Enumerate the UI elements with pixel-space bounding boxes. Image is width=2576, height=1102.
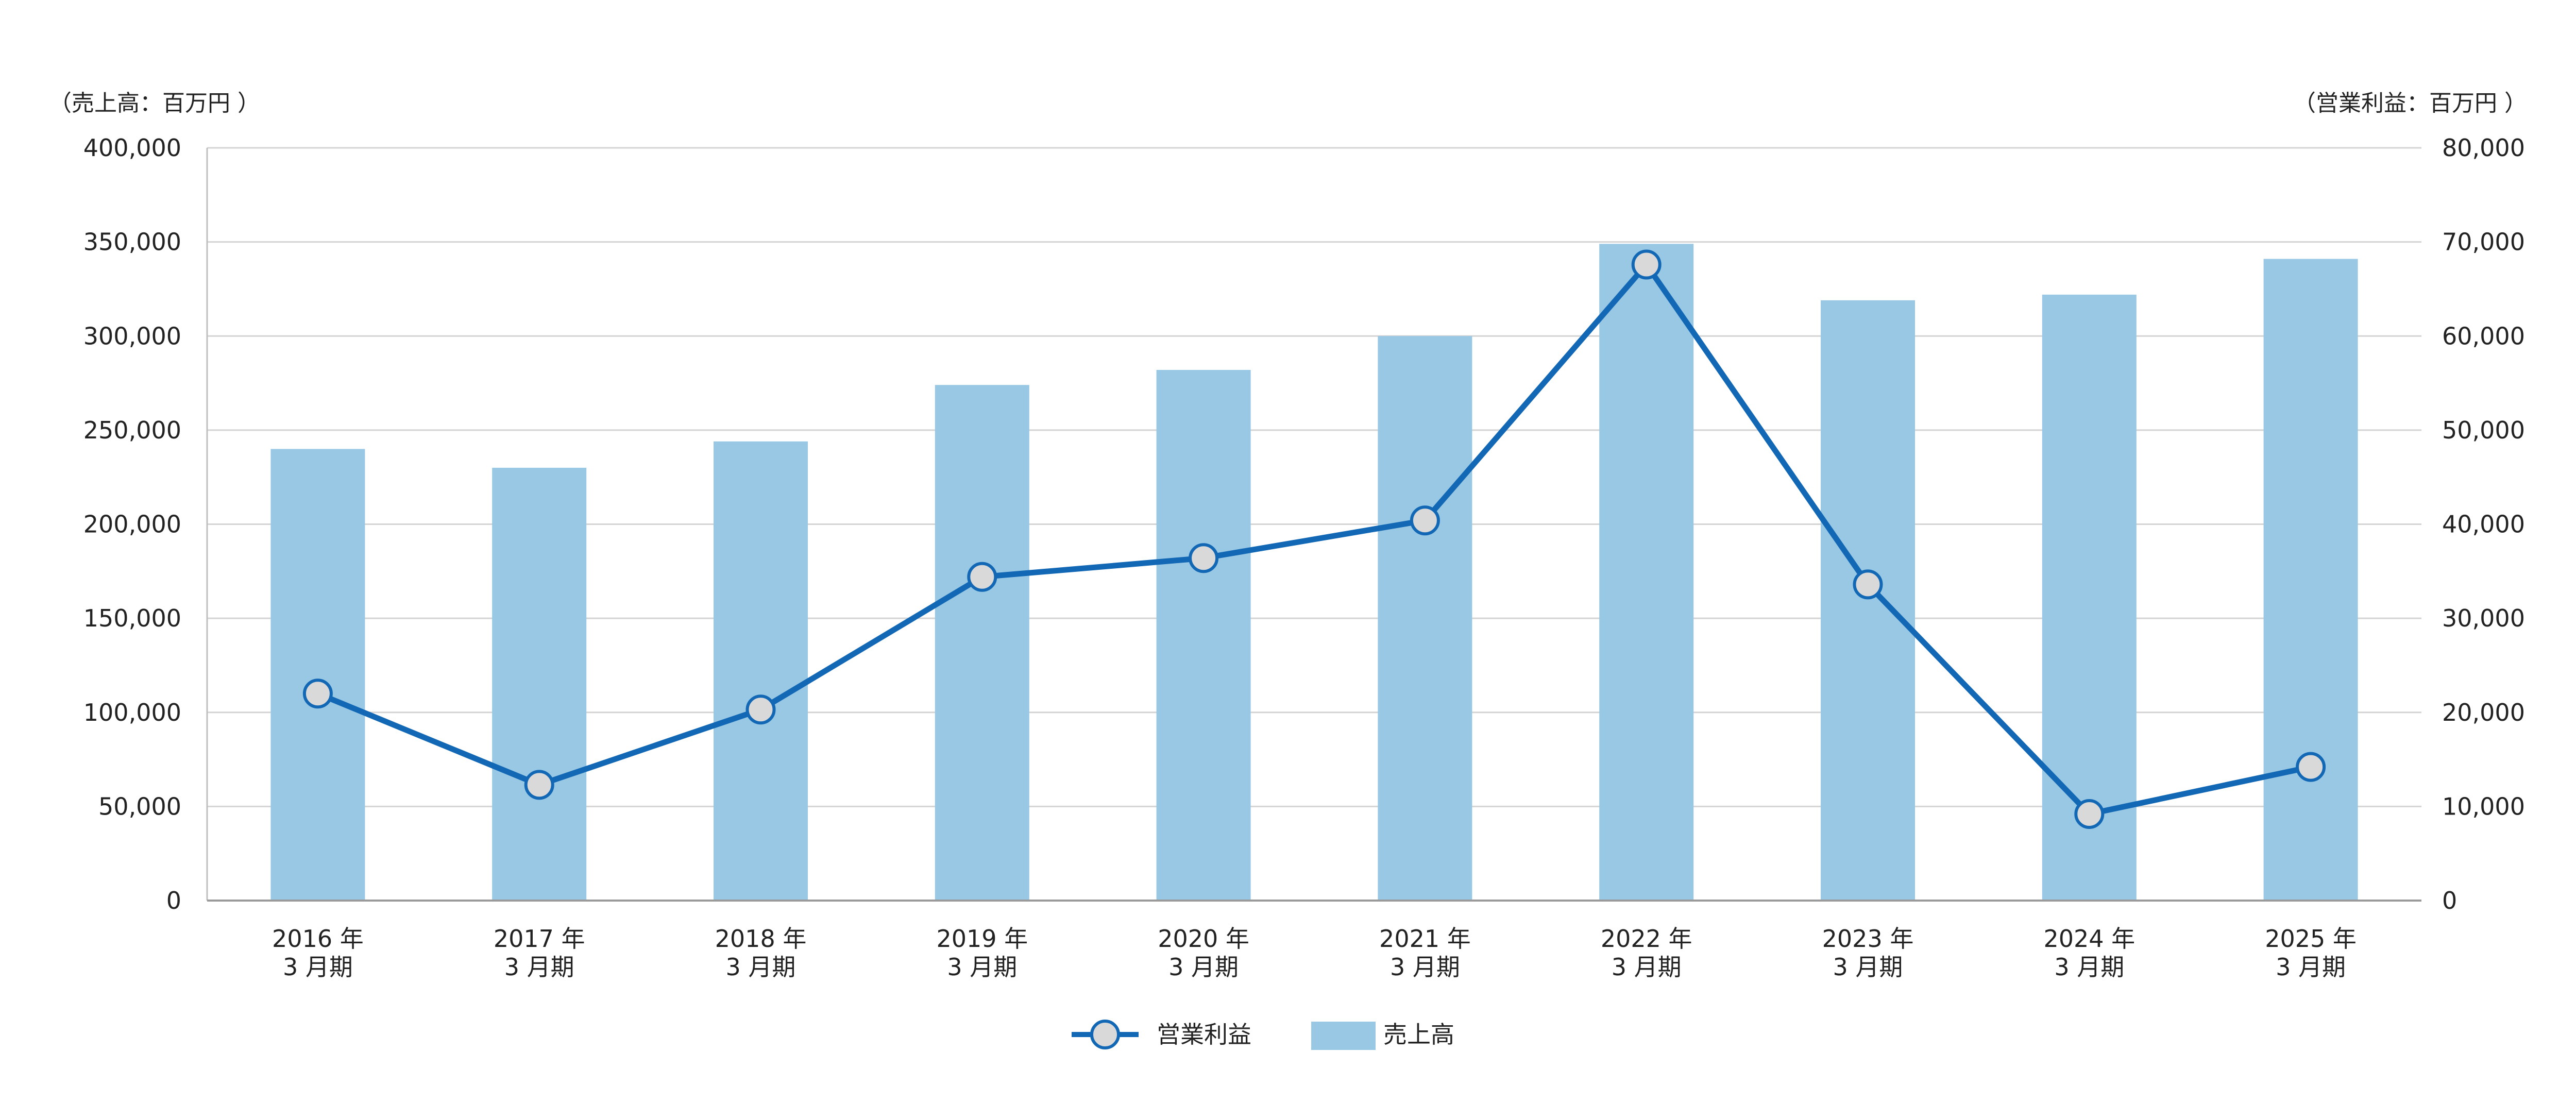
category-label-year: 2018 年 xyxy=(715,925,807,953)
bar-net-sales xyxy=(2263,259,2358,901)
right-axis-unit-label: （営業利益：百万円 ） xyxy=(2293,90,2527,116)
bar-net-sales xyxy=(935,385,1029,901)
category-label-year: 2016 年 xyxy=(272,925,364,953)
bar-net-sales xyxy=(1821,300,1915,901)
legend-bar-swatch xyxy=(1311,1022,1376,1050)
point-operating-profit xyxy=(745,694,776,725)
point-operating-profit xyxy=(1410,505,1440,536)
bar-net-sales xyxy=(492,467,587,901)
category-label-year: 2023 年 xyxy=(1822,925,1914,953)
left-tick-label: 50,000 xyxy=(98,792,181,820)
category-label-period: 3 月期 xyxy=(1390,953,1460,981)
bar-net-sales xyxy=(1156,369,1251,901)
category-label-year: 2021 年 xyxy=(1379,925,1471,953)
category-label-period: 3 月期 xyxy=(504,953,574,981)
left-tick-label: 400,000 xyxy=(83,134,181,162)
category-label-period: 3 月期 xyxy=(726,953,796,981)
line-series xyxy=(302,249,2326,829)
point-operating-profit xyxy=(524,770,554,800)
left-tick-labels: 0 50,000 100,000 150,000 200,000 250,000 300,0… xyxy=(83,134,181,914)
line-operating-profit xyxy=(316,261,2312,817)
point-operating-profit xyxy=(2074,799,2105,829)
category-label-year: 2025 年 xyxy=(2265,925,2357,953)
category-label-year: 2022 年 xyxy=(1601,925,1692,953)
legend: 営業利益 売上高 xyxy=(1072,1020,1454,1050)
left-tick-label: 200,000 xyxy=(83,511,181,538)
left-tick-label: 350,000 xyxy=(83,228,181,256)
category-label-year: 2019 年 xyxy=(936,925,1028,953)
right-tick-label: 80,000 xyxy=(2442,134,2525,162)
left-tick-label: 300,000 xyxy=(83,322,181,350)
left-tick-label: 0 xyxy=(166,887,181,914)
right-tick-label: 60,000 xyxy=(2442,322,2525,350)
legend-marker-swatch xyxy=(1090,1020,1120,1049)
category-label-period: 3 月期 xyxy=(2054,953,2124,981)
right-tick-label: 40,000 xyxy=(2442,511,2525,538)
left-tick-label: 250,000 xyxy=(83,416,181,444)
right-tick-label: 10,000 xyxy=(2442,792,2525,820)
left-axis-unit-label: （売上高：百万円 ） xyxy=(49,90,260,116)
right-tick-label: 0 xyxy=(2442,887,2457,914)
category-label-year: 2017 年 xyxy=(494,925,585,953)
bars xyxy=(270,244,2358,901)
category-label-year: 2024 年 xyxy=(2043,925,2135,953)
point-operating-profit xyxy=(1189,543,1219,573)
point-operating-profit xyxy=(1853,569,1883,600)
right-tick-label: 30,000 xyxy=(2442,604,2525,632)
left-tick-label: 150,000 xyxy=(83,604,181,632)
bar-net-sales xyxy=(1378,336,1472,901)
category-label-year: 2020 年 xyxy=(1158,925,1249,953)
left-tick-label: 100,000 xyxy=(83,699,181,726)
category-label-period: 3 月期 xyxy=(283,953,353,981)
right-tick-label: 70,000 xyxy=(2442,228,2525,256)
legend-label-net-sales: 売上高 xyxy=(1383,1021,1454,1048)
category-label-period: 3 月期 xyxy=(1612,953,1682,981)
category-label-period: 3 月期 xyxy=(947,953,1017,981)
bar-net-sales xyxy=(270,449,365,901)
bar-net-sales xyxy=(1599,244,1694,901)
bar-net-sales xyxy=(714,441,808,901)
right-tick-label: 50,000 xyxy=(2442,416,2525,444)
category-label-period: 3 月期 xyxy=(2276,953,2346,981)
point-operating-profit xyxy=(967,562,997,592)
point-operating-profit xyxy=(2296,752,2326,782)
axes xyxy=(206,148,2421,902)
point-operating-profit xyxy=(1631,249,1662,280)
point-operating-profit xyxy=(302,679,333,709)
right-tick-labels: 0 10,000 20,000 30,000 40,000 50,000 60,000 70,… xyxy=(2442,134,2525,914)
category-label-period: 3 月期 xyxy=(1833,953,1903,981)
category-label-period: 3 月期 xyxy=(1168,953,1239,981)
legend-label-operating-profit: 営業利益 xyxy=(1157,1021,1251,1048)
right-tick-label: 20,000 xyxy=(2442,699,2525,726)
